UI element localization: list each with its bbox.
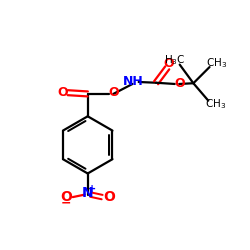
Text: O: O (58, 86, 68, 99)
Text: O: O (103, 190, 115, 204)
Text: O: O (60, 190, 72, 204)
Text: CH$_3$: CH$_3$ (205, 98, 226, 111)
Text: NH: NH (123, 76, 144, 88)
Text: O: O (108, 86, 119, 99)
Text: −: − (61, 196, 71, 209)
Text: +: + (88, 184, 96, 194)
Text: O: O (174, 77, 184, 90)
Text: O: O (163, 57, 174, 70)
Text: N: N (82, 186, 94, 200)
Text: CH$_3$: CH$_3$ (206, 56, 227, 70)
Text: H$_3$C: H$_3$C (164, 53, 186, 67)
